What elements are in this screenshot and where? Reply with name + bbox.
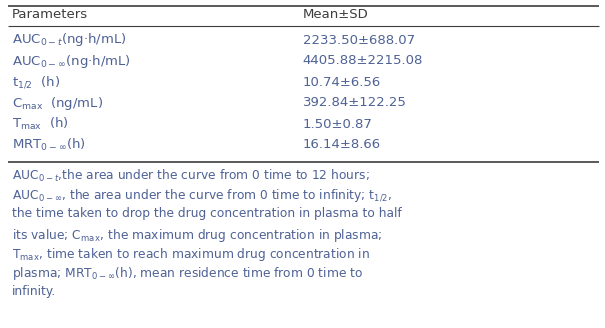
Text: MRT$_{0-\infty}$(h): MRT$_{0-\infty}$(h)	[12, 137, 86, 153]
Text: AUC$_{0-\infty}$, the area under the curve from 0 time to infinity; t$_{1/2}$,: AUC$_{0-\infty}$, the area under the cur…	[12, 188, 393, 204]
Text: 16.14±8.66: 16.14±8.66	[302, 138, 381, 152]
Text: C$_{\rm max}$  (ng/mL): C$_{\rm max}$ (ng/mL)	[12, 94, 103, 112]
Text: the time taken to drop the drug concentration in plasma to half: the time taken to drop the drug concentr…	[12, 207, 402, 220]
Text: T$_{\rm max}$, time taken to reach maximum drug concentration in: T$_{\rm max}$, time taken to reach maxim…	[12, 246, 370, 263]
Text: infinity.: infinity.	[12, 285, 56, 298]
Text: AUC$_{0-t}$,the area under the curve from 0 time to 12 hours;: AUC$_{0-t}$,the area under the curve fro…	[12, 168, 370, 184]
Text: 4405.88±2215.08: 4405.88±2215.08	[302, 54, 423, 68]
Text: AUC$_{0-\infty}$(ng·h/mL): AUC$_{0-\infty}$(ng·h/mL)	[12, 52, 131, 70]
Text: 1.50±0.87: 1.50±0.87	[302, 117, 372, 131]
Text: its value; C$_{\rm max}$, the maximum drug concentration in plasma;: its value; C$_{\rm max}$, the maximum dr…	[12, 227, 382, 243]
Text: t$_{1/2}$  (h): t$_{1/2}$ (h)	[12, 74, 60, 90]
Text: 392.84±122.25: 392.84±122.25	[302, 96, 407, 110]
Text: plasma; MRT$_{0-\infty}$(h), mean residence time from 0 time to: plasma; MRT$_{0-\infty}$(h), mean reside…	[12, 265, 363, 282]
Text: T$_{\rm max}$  (h): T$_{\rm max}$ (h)	[12, 116, 69, 132]
Text: 2233.50±688.07: 2233.50±688.07	[302, 33, 414, 47]
Text: Mean±SD: Mean±SD	[302, 9, 368, 22]
Text: Parameters: Parameters	[12, 9, 88, 22]
Text: 10.74±6.56: 10.74±6.56	[302, 75, 381, 89]
Text: AUC$_{0-t}$(ng·h/mL): AUC$_{0-t}$(ng·h/mL)	[12, 31, 127, 49]
